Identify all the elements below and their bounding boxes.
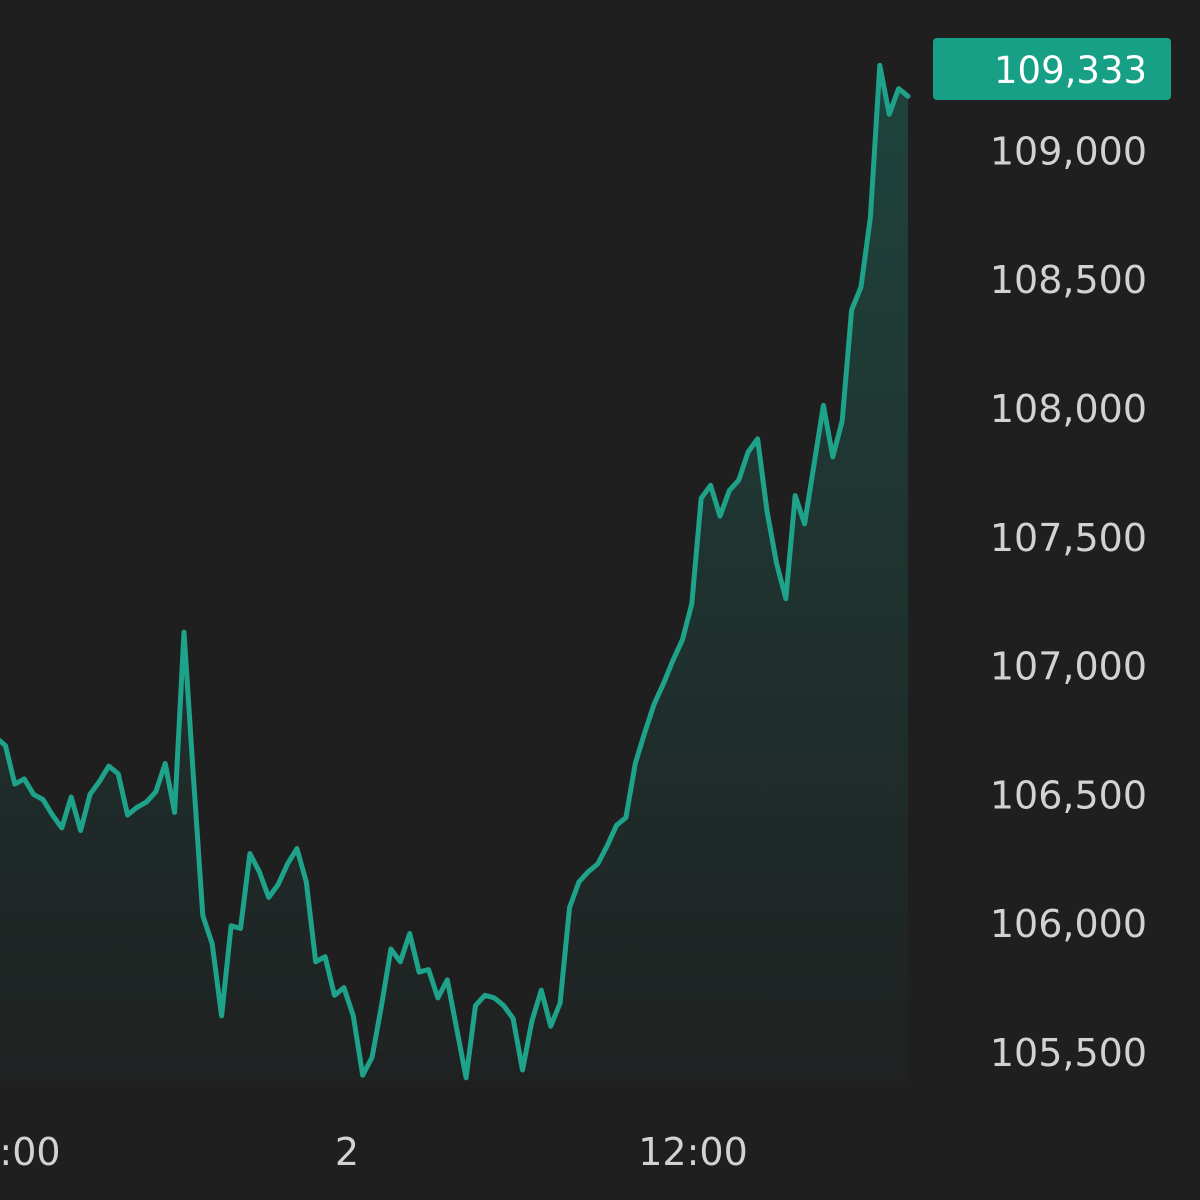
y-tick-label: 108,000: [990, 387, 1147, 431]
current-price-text: 109,333: [994, 49, 1147, 92]
x-tick-label: 12:00: [638, 1130, 748, 1174]
x-tick-label: :00: [0, 1130, 61, 1174]
y-tick-label: 107,000: [990, 645, 1147, 689]
line-layer: [0, 62, 911, 1081]
x-axis: :00 2 12:00: [0, 1130, 748, 1174]
price-line: [0, 62, 911, 1081]
y-tick-label: 109,000: [990, 129, 1147, 173]
current-price-label: 109,333: [933, 38, 1171, 100]
y-axis: 109,000 108,500 108,000 107,500 107,000 106,5…: [990, 129, 1147, 1075]
y-tick-label: 106,000: [990, 902, 1147, 946]
y-tick-label: 108,500: [990, 258, 1147, 302]
x-tick-label: 2: [335, 1130, 359, 1174]
y-tick-label: 107,500: [990, 516, 1147, 560]
price-area-fill: [0, 65, 908, 1082]
y-tick-label: 106,500: [990, 773, 1147, 817]
y-tick-label: 105,500: [990, 1031, 1147, 1075]
current-price-badge: [933, 38, 1171, 100]
area-layer: [0, 65, 908, 1082]
